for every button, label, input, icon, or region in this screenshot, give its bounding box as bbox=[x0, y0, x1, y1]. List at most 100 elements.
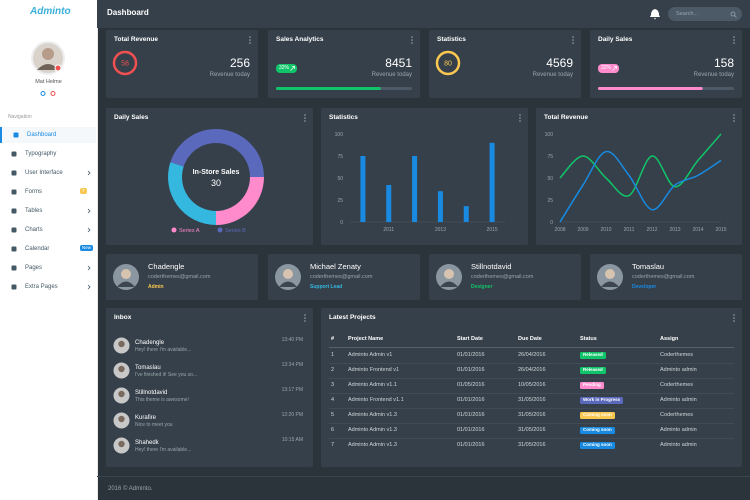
nav-icon bbox=[11, 284, 17, 290]
card-menu[interactable] bbox=[732, 113, 736, 123]
avatar-head bbox=[444, 269, 454, 279]
message-time: 10:15 AM bbox=[281, 437, 303, 443]
user-actions[interactable] bbox=[40, 90, 58, 97]
card-menu[interactable] bbox=[732, 313, 736, 323]
table-cell: 10/05/2016 bbox=[518, 382, 546, 388]
nav-chevron bbox=[87, 265, 91, 271]
avatar-head bbox=[605, 269, 615, 279]
nav-chevron bbox=[87, 227, 91, 233]
stat-value: 4569 bbox=[546, 56, 573, 70]
table-cell: 26/04/2016 bbox=[518, 352, 546, 358]
card-title: Total Revenue bbox=[114, 36, 158, 43]
nav-item[interactable]: Pages bbox=[0, 260, 96, 276]
avatar-head bbox=[283, 269, 293, 279]
card-menu[interactable] bbox=[518, 113, 522, 123]
avatar-head bbox=[118, 365, 125, 373]
contact-name: Tomaslau bbox=[632, 262, 665, 271]
x-tick-label: 2013 bbox=[669, 227, 680, 233]
table-cell: 01/01/2016 bbox=[457, 352, 485, 358]
card-menu[interactable] bbox=[303, 313, 307, 323]
avatar-head bbox=[118, 440, 125, 448]
y-tick-label: 50 bbox=[547, 176, 553, 182]
x-tick-label: 2010 bbox=[600, 227, 611, 233]
inbox-item[interactable]: Chadengle Hey! there I'm available... 13:4… bbox=[106, 336, 313, 358]
row-divider bbox=[329, 408, 734, 409]
bar bbox=[437, 191, 443, 222]
donut-chart: In-Store Sales 30 Series A Series B bbox=[168, 129, 264, 234]
card-menu[interactable] bbox=[248, 35, 252, 45]
nav-item[interactable]: Typography bbox=[0, 146, 96, 162]
stat-value: 8451 bbox=[385, 56, 412, 70]
y-tick-label: 0 bbox=[550, 220, 553, 226]
ring-widget: 80 bbox=[435, 50, 461, 76]
contact-avatar bbox=[597, 264, 623, 290]
nav-item[interactable]: Charts bbox=[0, 222, 96, 238]
table-cell: 5 bbox=[331, 412, 335, 418]
card-menu[interactable] bbox=[303, 113, 307, 123]
header-divider bbox=[329, 347, 734, 348]
menu-dot bbox=[304, 117, 306, 119]
menu-dot bbox=[733, 314, 735, 316]
chart-card: Total Revenue 0 25 50 75 100 2008 2009 2010 2011 2… bbox=[536, 108, 742, 245]
menu-dot bbox=[304, 120, 306, 122]
stat-label: Revenue today bbox=[532, 72, 573, 78]
x-tick-label: 2014 bbox=[692, 227, 703, 233]
nav-item[interactable]: Tables bbox=[0, 203, 96, 219]
table-header: Project Name bbox=[348, 336, 384, 342]
bar bbox=[489, 142, 495, 222]
table-cell: 01/01/2016 bbox=[457, 442, 485, 448]
arrow bbox=[612, 66, 618, 71]
nav-label: Typography bbox=[25, 151, 57, 157]
menu-dot bbox=[519, 114, 521, 116]
sender-name: Tomaslau bbox=[135, 365, 161, 371]
menu-dot bbox=[519, 120, 521, 122]
table-cell: 7 bbox=[331, 442, 335, 448]
y-tick-label: 100 bbox=[335, 132, 344, 138]
progress-bar bbox=[276, 87, 412, 90]
nav-chevron bbox=[87, 284, 91, 290]
nav-item[interactable]: User Interface bbox=[0, 165, 96, 181]
nav-item[interactable]: Calendar New bbox=[0, 241, 96, 257]
nav-chevron bbox=[87, 208, 91, 214]
contact-avatar bbox=[436, 264, 462, 290]
table-cell: 31/05/2016 bbox=[518, 412, 546, 418]
menu-dot bbox=[733, 117, 735, 119]
growth-badge: 32% bbox=[598, 64, 620, 73]
card-menu[interactable] bbox=[410, 35, 414, 45]
menu-dot bbox=[733, 320, 735, 322]
inbox-item[interactable]: Kurafire Nice to meet you 12:20 PM bbox=[106, 411, 313, 433]
menu-dot bbox=[733, 114, 735, 116]
line-series bbox=[559, 150, 722, 223]
inbox-item[interactable]: Tomaslau I've finished it! See you so... 1… bbox=[106, 361, 313, 383]
nav-icon-shape bbox=[11, 170, 17, 176]
sender-avatar bbox=[113, 437, 130, 454]
table-cell: Adminto Admin v1.3 bbox=[348, 442, 397, 448]
table-cell: Adminto admin bbox=[660, 397, 697, 403]
card-menu[interactable] bbox=[732, 35, 736, 45]
message-time: 13:40 PM bbox=[281, 337, 303, 343]
nav-badge: 7 bbox=[80, 187, 87, 194]
center-value: 30 bbox=[211, 178, 221, 188]
chevron bbox=[87, 227, 91, 233]
card-title: Daily Sales bbox=[114, 114, 149, 121]
inbox-item[interactable]: Shahedk Hey! there I'm available... 10:15 … bbox=[106, 436, 313, 458]
message-time: 12:20 PM bbox=[281, 412, 303, 418]
chevron bbox=[87, 208, 91, 214]
contact-email: coderthemes@gmail.com bbox=[471, 274, 534, 280]
inbox-item[interactable]: Stillnotdavid This theme is awesome! 13:17… bbox=[106, 386, 313, 408]
nav-item[interactable]: Dashboard bbox=[0, 127, 96, 143]
card-menu[interactable] bbox=[571, 35, 575, 45]
menu-dot bbox=[733, 42, 735, 44]
search-box[interactable]: Search... bbox=[668, 7, 742, 21]
growth-arrow bbox=[290, 66, 296, 71]
status-badge: Work in Progress bbox=[580, 396, 624, 404]
nav-item[interactable]: Forms 7 bbox=[0, 184, 96, 200]
nav-item[interactable]: Extra Pages bbox=[0, 279, 96, 295]
sender-avatar bbox=[113, 412, 130, 429]
menu-dot bbox=[733, 120, 735, 122]
progress-fill bbox=[598, 87, 703, 90]
avatar-head bbox=[118, 415, 125, 423]
notification-bell[interactable] bbox=[650, 8, 660, 20]
contact-role: Admin bbox=[148, 284, 164, 290]
footer: 2016 © Adminto. bbox=[97, 476, 750, 500]
